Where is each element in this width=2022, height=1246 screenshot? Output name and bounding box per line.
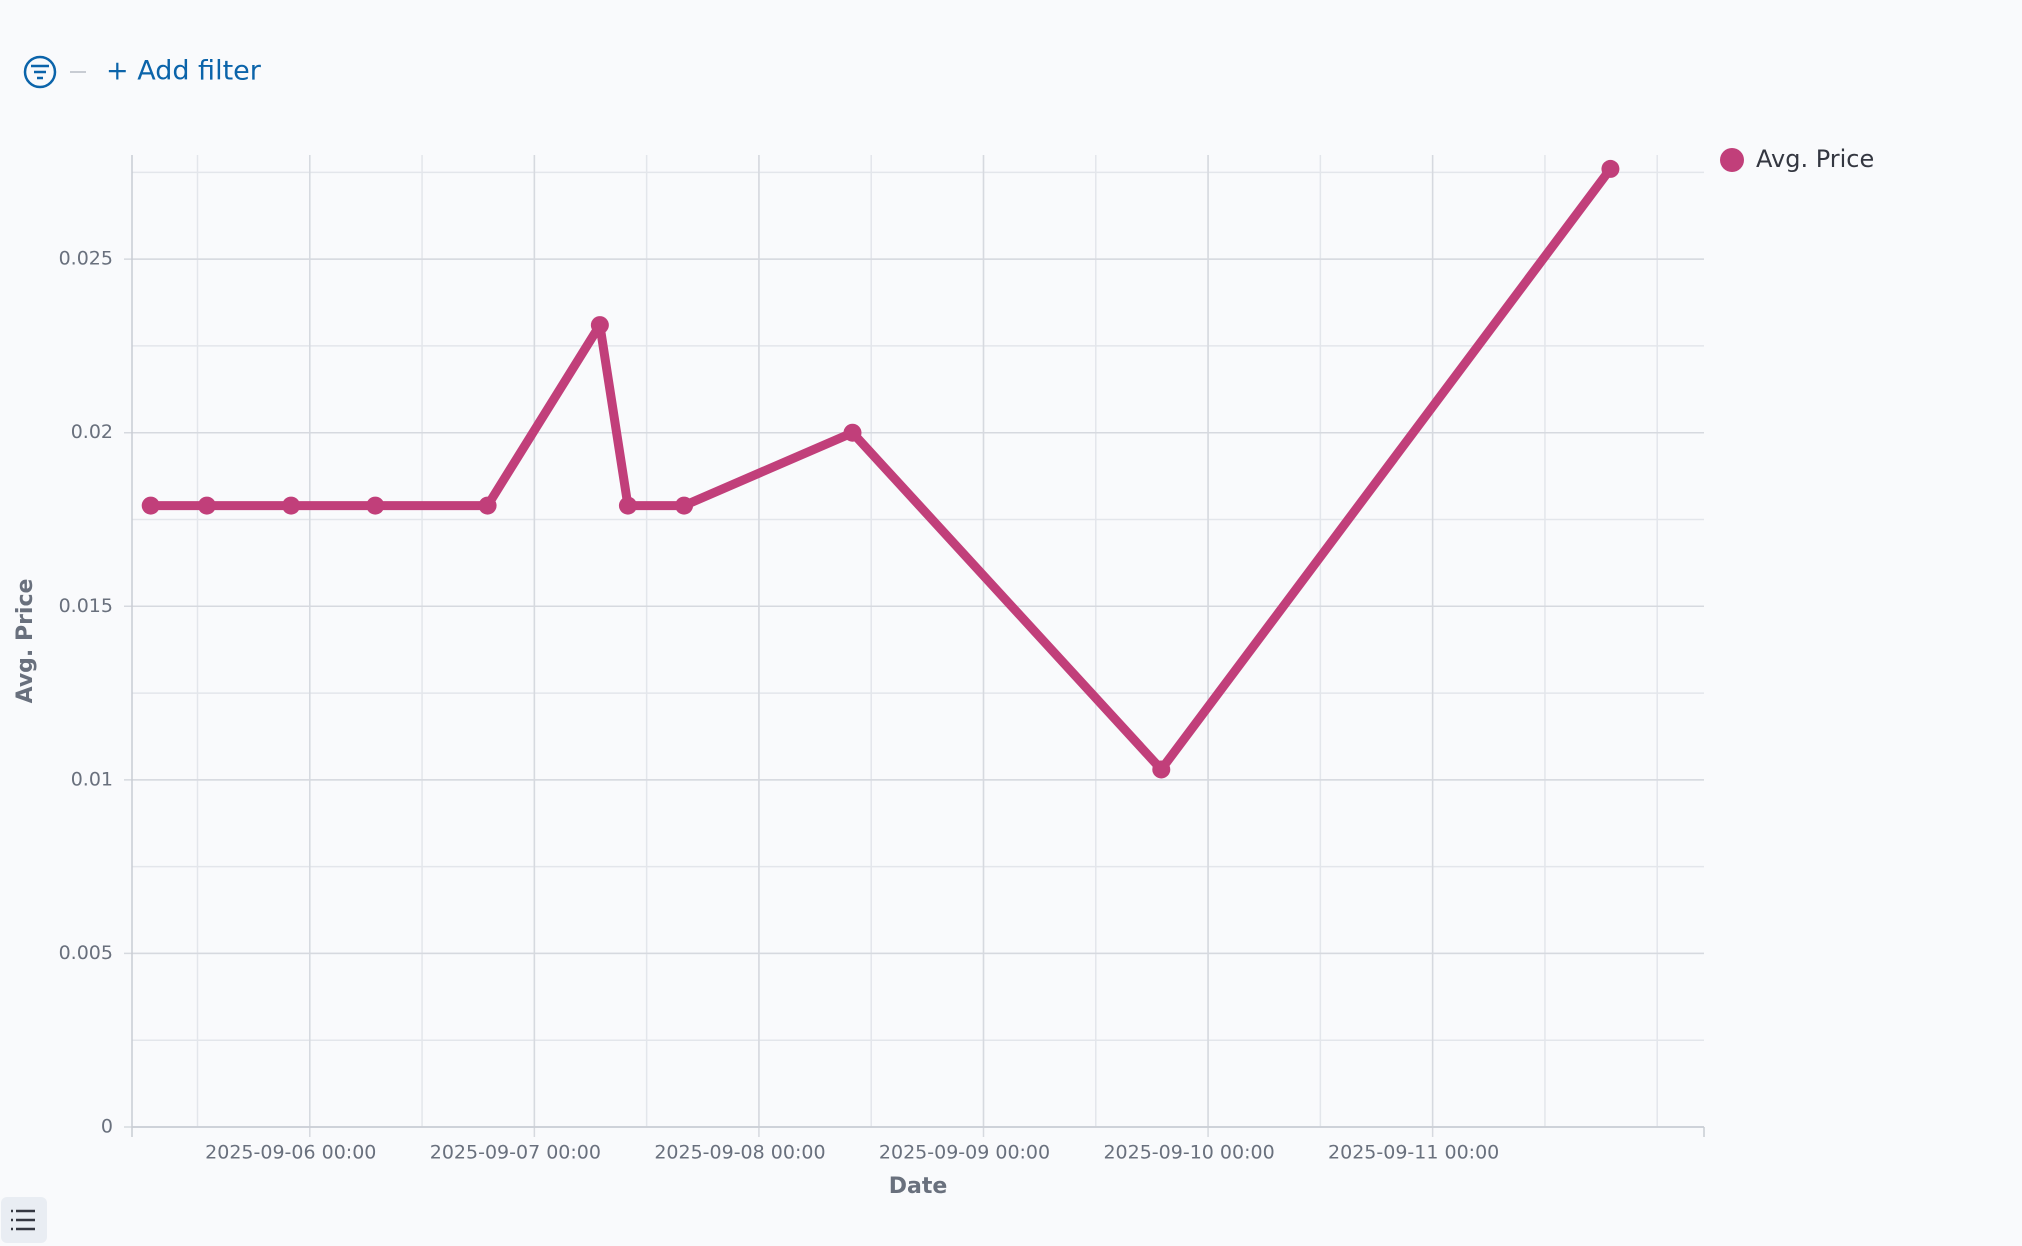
point: [675, 496, 694, 515]
legend-label: Avg. Price: [1756, 145, 1874, 173]
x-tick-label: 2025-09-09 00:00: [879, 1142, 1050, 1164]
point: [843, 423, 862, 442]
x-tick-label: 2025-09-06 00:00: [205, 1142, 376, 1164]
x-axis-title: Date: [889, 1174, 948, 1199]
point: [618, 496, 637, 515]
y-tick-label: 0.005: [59, 942, 113, 964]
y-tick-label: 0: [101, 1116, 113, 1138]
y-tick-label: 0.025: [59, 248, 113, 270]
x-tick-label: 2025-09-10 00:00: [1103, 1142, 1274, 1164]
point: [1152, 760, 1171, 779]
point: [366, 496, 385, 515]
legend-marker: [1720, 148, 1744, 172]
x-tick-label: 2025-09-11 00:00: [1328, 1142, 1499, 1164]
y-tick-label: 0.01: [71, 768, 113, 790]
point: [141, 496, 160, 515]
point: [197, 496, 216, 515]
point: [590, 316, 609, 335]
x-tick-label: 2025-09-07 00:00: [430, 1142, 601, 1164]
filter-icon[interactable]: [23, 55, 57, 89]
legend-toggle[interactable]: [1, 1197, 47, 1243]
add-filter-button[interactable]: + Add filter: [106, 56, 262, 87]
y-tick-label: 0.015: [59, 595, 113, 617]
point: [1601, 159, 1620, 178]
y-axis-title: Avg. Price: [13, 579, 38, 704]
point: [478, 496, 497, 515]
y-tick-label: 0.02: [71, 421, 113, 443]
x-tick-label: 2025-09-08 00:00: [654, 1142, 825, 1164]
point: [282, 496, 301, 515]
